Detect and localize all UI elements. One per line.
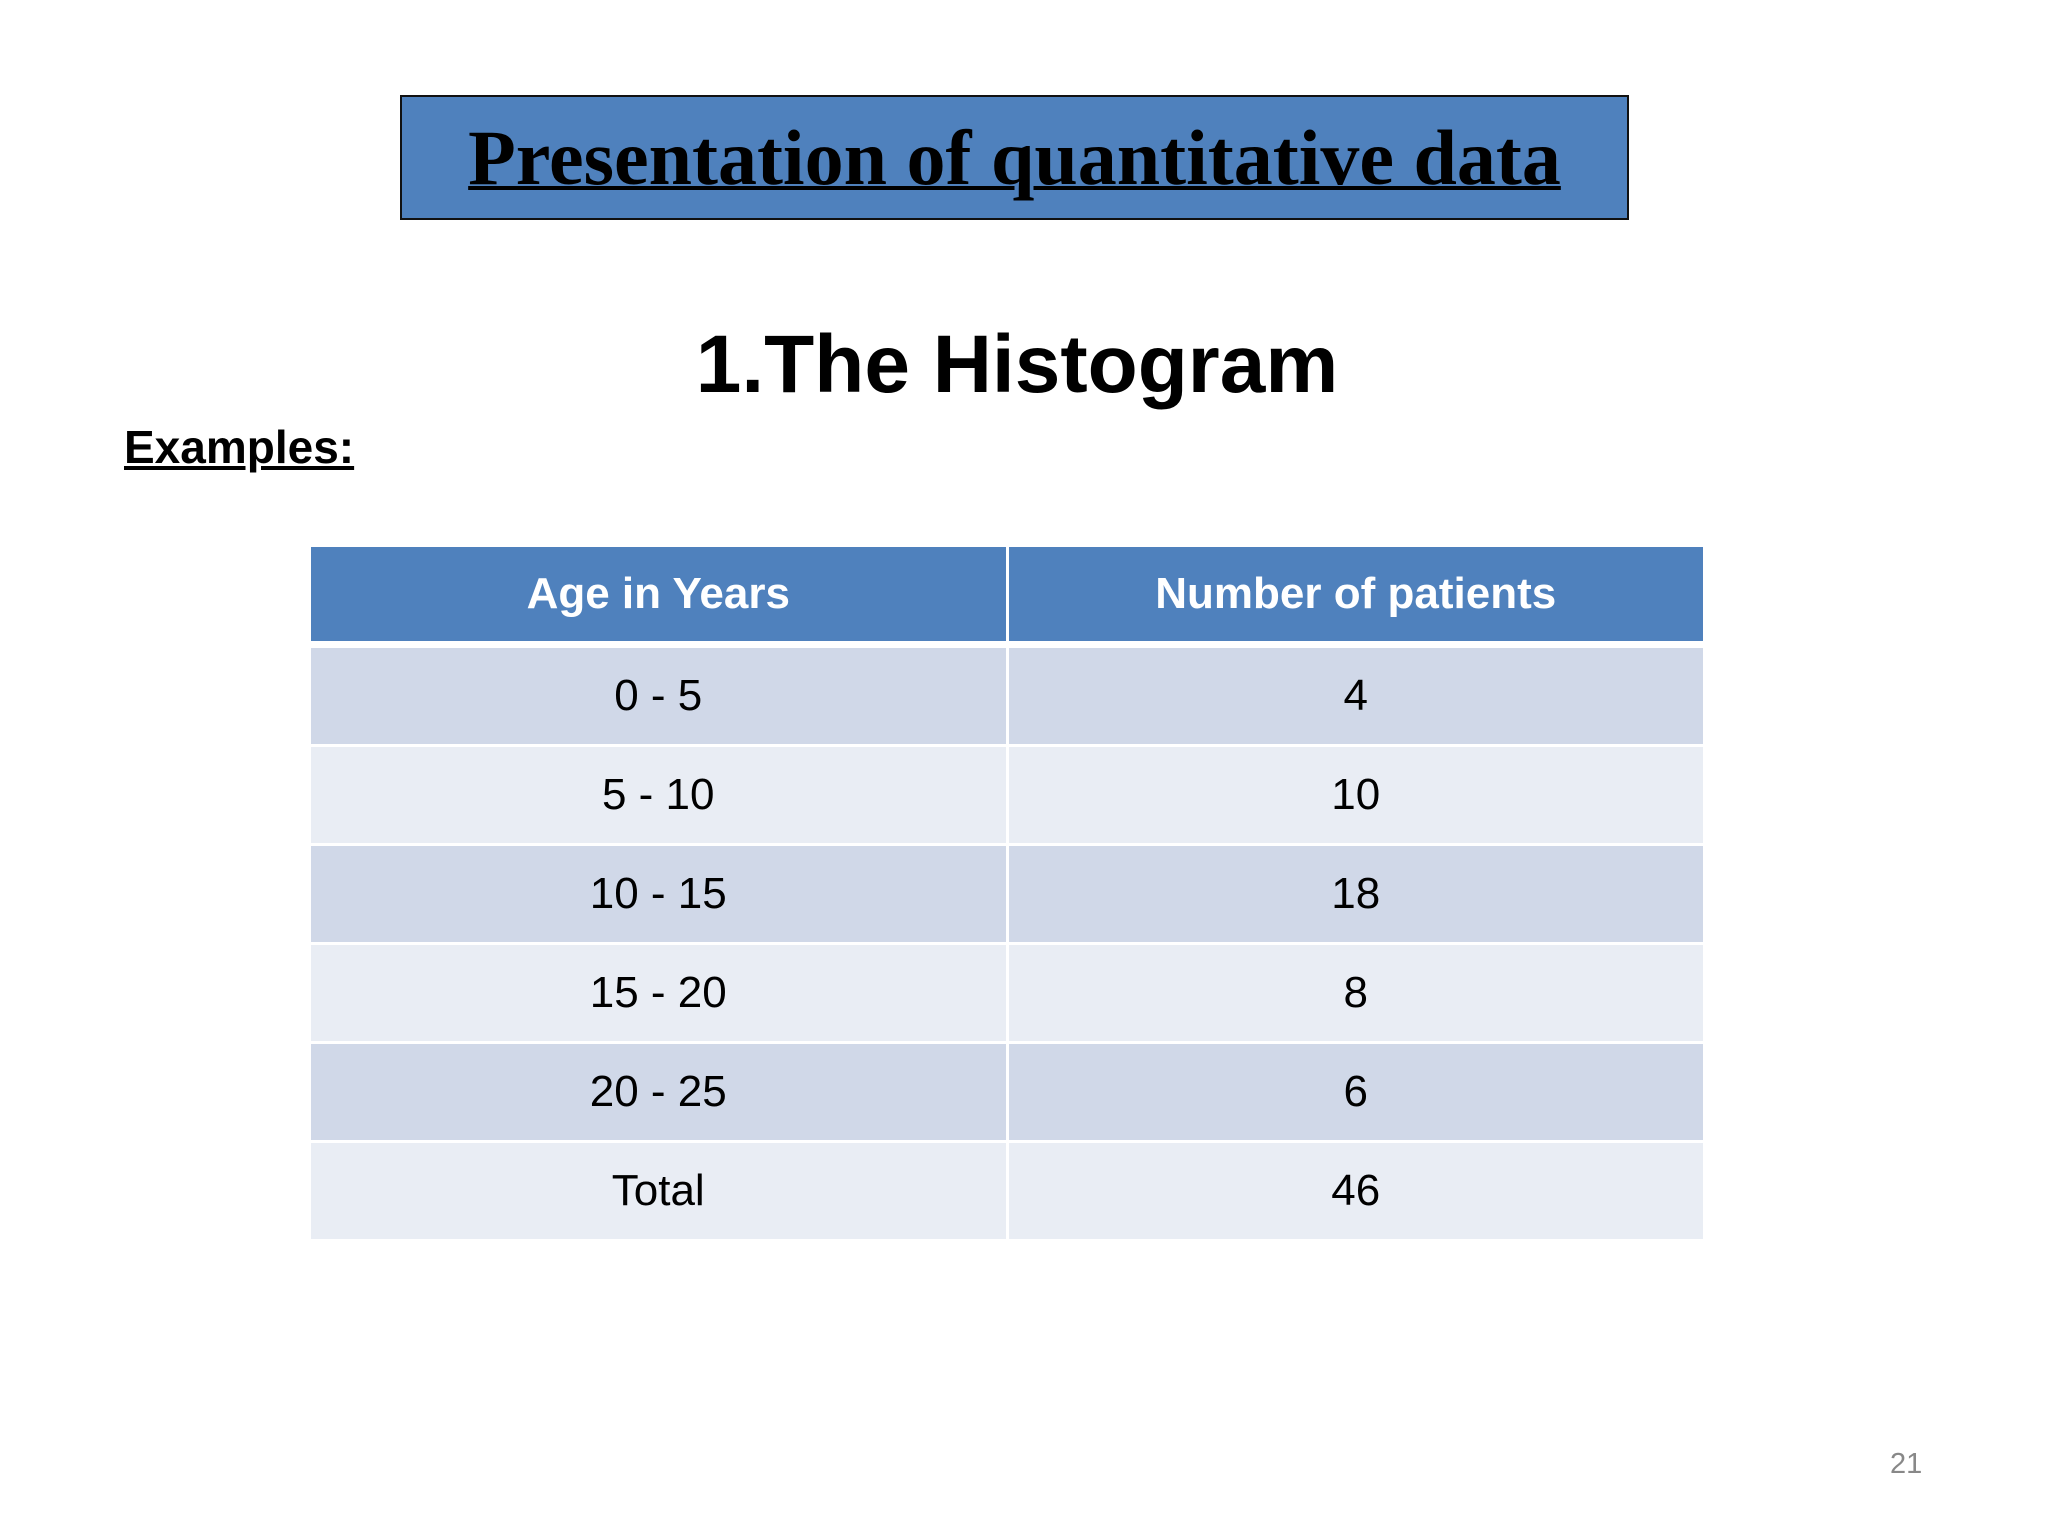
subtitle: 1.The Histogram: [695, 319, 1339, 410]
table-cell: 0 - 5: [308, 643, 1009, 747]
table-row: 20 - 25 6: [308, 1041, 1706, 1143]
table-cell: 10 - 15: [308, 843, 1009, 945]
table-cell: 8: [1005, 942, 1706, 1044]
table-row: 10 - 15 18: [308, 843, 1706, 945]
title-box: Presentation of quantitative data: [400, 95, 1629, 220]
table-row: 5 - 10 10: [308, 744, 1706, 846]
table-cell: 6: [1005, 1041, 1706, 1143]
table-cell: 4: [1005, 643, 1706, 747]
table-cell: 5 - 10: [308, 744, 1009, 846]
examples-label: Examples:: [124, 421, 355, 473]
table-cell: 10: [1005, 744, 1706, 846]
column-header: Number of patients: [1005, 544, 1706, 648]
table-row: 15 - 20 8: [308, 942, 1706, 1044]
table-cell: Total: [308, 1140, 1009, 1242]
table-cell: 20 - 25: [308, 1041, 1009, 1143]
table-cell: 15 - 20: [308, 942, 1009, 1044]
table-cell: 46: [1005, 1140, 1706, 1242]
page-number: 21: [1890, 1448, 1923, 1480]
header-row: Age in Years Number of patients: [308, 544, 1706, 648]
table-row: Total 46: [308, 1140, 1706, 1242]
column-header: Age in Years: [308, 544, 1009, 648]
title: Presentation of quantitative data: [468, 113, 1561, 201]
table-cell: 18: [1005, 843, 1706, 945]
